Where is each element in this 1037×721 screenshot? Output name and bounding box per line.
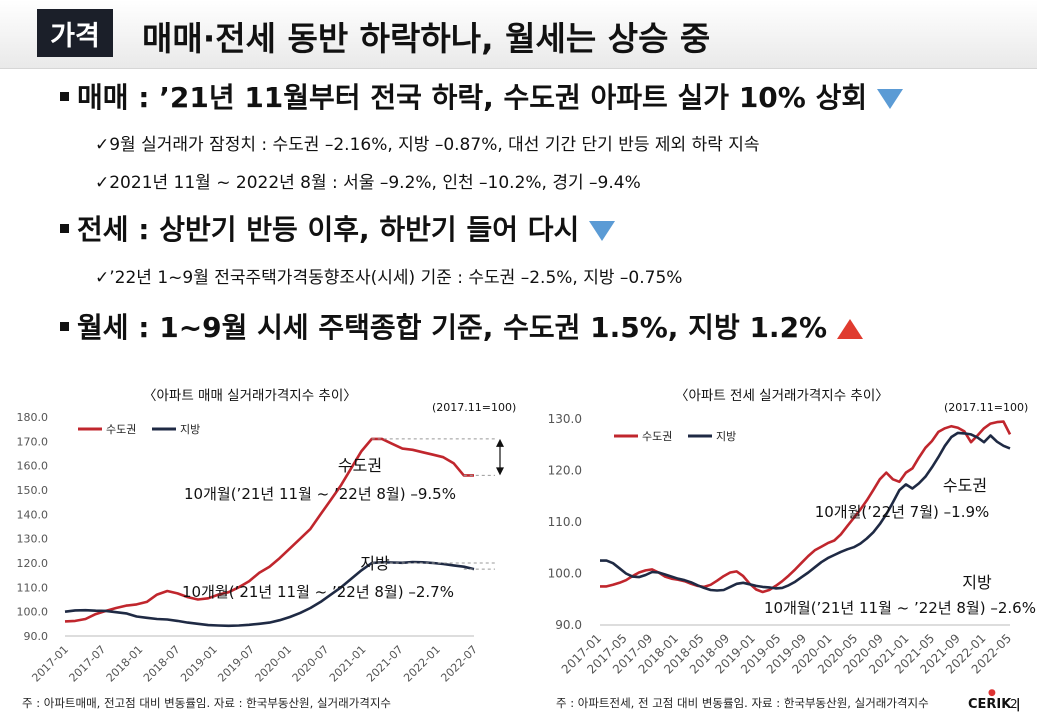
sale-xtick-label: 2022-01 xyxy=(401,643,443,685)
logo-text: CERIK xyxy=(968,697,1012,712)
down-triangle-icon xyxy=(877,89,904,109)
sale-xtick-label: 2022-07 xyxy=(438,643,480,685)
sale-ytick-label: 100.0 xyxy=(17,606,49,619)
bullet-sale-text: 매매 : ’21년 11월부터 전국 하락, 수도권 아파트 실가 10% 상회 xyxy=(77,81,868,114)
chart-jeonse-footnote: 주 : 아파트전세, 전 고점 대비 변동률임. 자료 : 한국부동산원, 실거… xyxy=(556,696,929,710)
sale-ytick-label: 160.0 xyxy=(17,460,49,473)
bullet-jeonse-text: 전세 : 상반기 반등 이후, 하반기 들어 다시 xyxy=(77,213,580,246)
category-tag: 가격 xyxy=(37,9,113,57)
jeonse-ytick-label: 90.0 xyxy=(555,618,582,632)
sale-series-local-line xyxy=(64,560,475,628)
bullet-monthly: 월세 : 1~9월 시세 주택종합 기준, 수도권 1.5%, 지방 1.2% xyxy=(60,306,864,346)
down-triangle-icon xyxy=(589,221,616,241)
sale-annot-capital: 수도권 xyxy=(338,456,382,475)
sale-drop-arrow-up-icon xyxy=(496,438,504,447)
jeonse-legend-local-label: 지방 xyxy=(716,430,736,443)
chart-sale-footnote: 주 : 아파트매매, 전고점 대비 변동률임. 자료 : 한국부동산원, 실거래… xyxy=(22,696,392,710)
chart-sale-base-note: (2017.11=100) xyxy=(432,401,517,414)
header-bar: 가격 매매·전세 동반 하락하나, 월세는 상승 중 xyxy=(0,0,1037,69)
jeonse-annot-capital: 수도권 xyxy=(943,476,987,495)
sale-legend-local-label: 지방 xyxy=(180,423,200,436)
bullet-jeonse: 전세 : 상반기 반등 이후, 하반기 들어 다시 xyxy=(60,208,616,248)
bullet-monthly-text: 월세 : 1~9월 시세 주택종합 기준, 수도권 1.5%, 지방 1.2% xyxy=(77,311,828,344)
sale-ytick-label: 120.0 xyxy=(17,557,49,570)
cerik-logo: ● CERIK | xyxy=(968,688,1021,712)
sale-ytick-label: 150.0 xyxy=(17,484,49,497)
jeonse-annot-local-change: 10개월(’21년 11월 ~ ’22년 8월) –2.6% xyxy=(764,599,1036,617)
sale-xtick-label: 2020-07 xyxy=(290,643,332,685)
sale-annot-local-change: 10개월(’21년 11월 ~ ’22년 8월) –2.7% xyxy=(182,583,454,601)
jeonse-annot-local: 지방 xyxy=(962,573,992,592)
jeonse-annot-capital-change: 10개월(’22년 7월) –1.9% xyxy=(815,503,990,521)
sale-ytick-label: 110.0 xyxy=(17,581,49,594)
bullet-sale-sub-2: ✓2021년 11월 ~ 2022년 8월 : 서울 –9.2%, 인천 –10… xyxy=(95,173,641,193)
chart-jeonse-base-note: (2017.11=100) xyxy=(944,401,1029,414)
chart-sale: 180.0 170.0 160.0 150.0 140.0 130.0 120.0 110.0… xyxy=(17,411,504,685)
bullet-square-icon xyxy=(60,91,69,101)
sale-annot-capital-change: 10개월(’21년 11월 ~ ’22년 8월) –9.5% xyxy=(184,485,456,503)
jeonse-ytick-label: 130.0 xyxy=(548,412,582,426)
sale-drop-arrow-down-icon xyxy=(496,467,504,476)
sale-xtick-label: 2021-07 xyxy=(364,643,406,685)
sale-ytick-label: 170.0 xyxy=(17,435,49,448)
page-number: 2 xyxy=(1010,697,1018,711)
sale-xtick-label: 2019-07 xyxy=(215,643,257,685)
bullet-square-icon xyxy=(60,223,69,233)
sale-ytick-label: 90.0 xyxy=(24,630,49,643)
sale-xtick-label: 2021-01 xyxy=(327,643,369,685)
jeonse-series-capital-line xyxy=(600,420,1012,594)
sale-xtick-label: 2018-07 xyxy=(141,643,183,685)
jeonse-ytick-label: 110.0 xyxy=(548,515,582,529)
sale-xtick-label: 2017-01 xyxy=(29,643,71,685)
sale-xtick-label: 2019-01 xyxy=(178,643,220,685)
jeonse-series-local-line xyxy=(600,431,1011,592)
sale-ytick-label: 180.0 xyxy=(17,411,49,424)
sale-xtick-label: 2020-01 xyxy=(253,643,295,685)
sale-xtick-label: 2018-01 xyxy=(104,643,146,685)
sale-ytick-label: 130.0 xyxy=(17,533,49,546)
jeonse-ytick-label: 100.0 xyxy=(548,567,582,581)
chart-jeonse: 130.0120.0110.0100.090.02017-012017-0520… xyxy=(548,412,1036,677)
bullet-sale: 매매 : ’21년 11월부터 전국 하락, 수도권 아파트 실가 10% 상회 xyxy=(60,76,904,116)
logo-dot-icon: ● xyxy=(988,688,996,698)
jeonse-ytick-label: 120.0 xyxy=(548,464,582,478)
sale-series-capital-line xyxy=(64,437,474,623)
bullet-sale-sub-1: ✓9월 실거래가 잠정치 : 수도권 –2.16%, 지방 –0.87%, 대선… xyxy=(95,135,760,155)
jeonse-legend-capital-label: 수도권 xyxy=(642,430,672,443)
bullet-jeonse-sub-1: ✓’22년 1~9월 전국주택가격동향조사(시세) 기준 : 수도권 –2.5%… xyxy=(95,268,683,288)
sale-legend-capital-label: 수도권 xyxy=(106,423,136,436)
sale-xtick-label: 2017-07 xyxy=(67,643,109,685)
sale-ytick-label: 140.0 xyxy=(17,508,49,521)
up-triangle-icon xyxy=(837,319,864,339)
chart-jeonse-title: 〈아파트 전세 실거래가격지수 추이〉 xyxy=(675,388,889,404)
sale-annot-local: 지방 xyxy=(360,554,390,573)
chart-sale-title: 〈아파트 매매 실거래가격지수 추이〉 xyxy=(143,388,357,404)
page-title: 매매·전세 동반 하락하나, 월세는 상승 중 xyxy=(142,19,711,58)
bullet-square-icon xyxy=(60,321,69,331)
